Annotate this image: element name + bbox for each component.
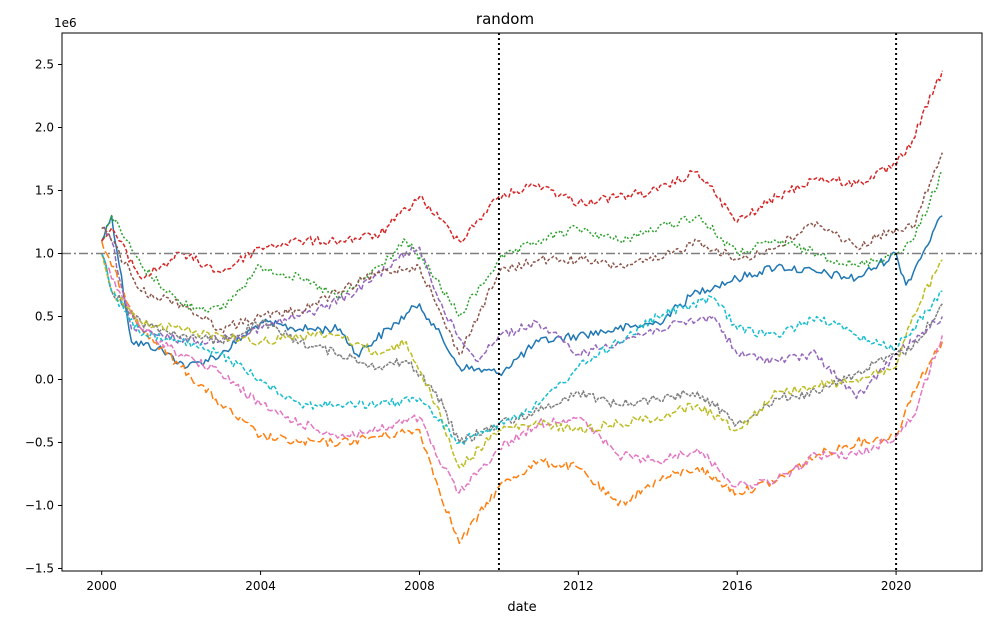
y-tick-label: 0.5 [35,309,54,323]
y-tick-label: −1.5 [25,561,54,575]
y-tick-label: 1.0 [35,246,54,260]
y-tick-label: 1.5 [35,183,54,197]
plot-frame [61,32,983,572]
x-tick-label: 2012 [563,579,594,593]
series-line-8 [101,253,943,445]
y-axis: −1.5 −1.0 −0.5 0.0 0.5 1.0 1.5 2.0 2.5 [25,57,62,575]
x-tick-label: 2020 [881,579,912,593]
x-tick-label: 2000 [86,579,117,593]
y-tick-label: 2.0 [35,120,54,134]
plot-area [100,70,944,545]
series-line-7 [101,253,944,494]
series-line-3 [101,171,943,318]
series-line-10 [101,253,943,445]
x-tick-label: 2004 [245,579,276,593]
x-tick-label: 2008 [404,579,435,593]
series-line-9 [100,253,943,469]
series-line-4 [101,70,944,280]
y-offset-label: 1e6 [54,16,77,30]
chart-title: random [476,10,534,28]
y-tick-label: −0.5 [25,435,54,449]
y-tick-label: 0.0 [35,372,54,386]
x-tick-label: 2016 [722,579,753,593]
y-tick-label: 2.5 [35,57,54,71]
series-line-5 [101,226,943,400]
y-tick-label: −1.0 [25,498,54,512]
x-axis: 2000 2004 2008 2012 2016 2020 [86,571,911,593]
reference-lines [62,33,982,571]
x-axis-label: date [507,600,536,615]
